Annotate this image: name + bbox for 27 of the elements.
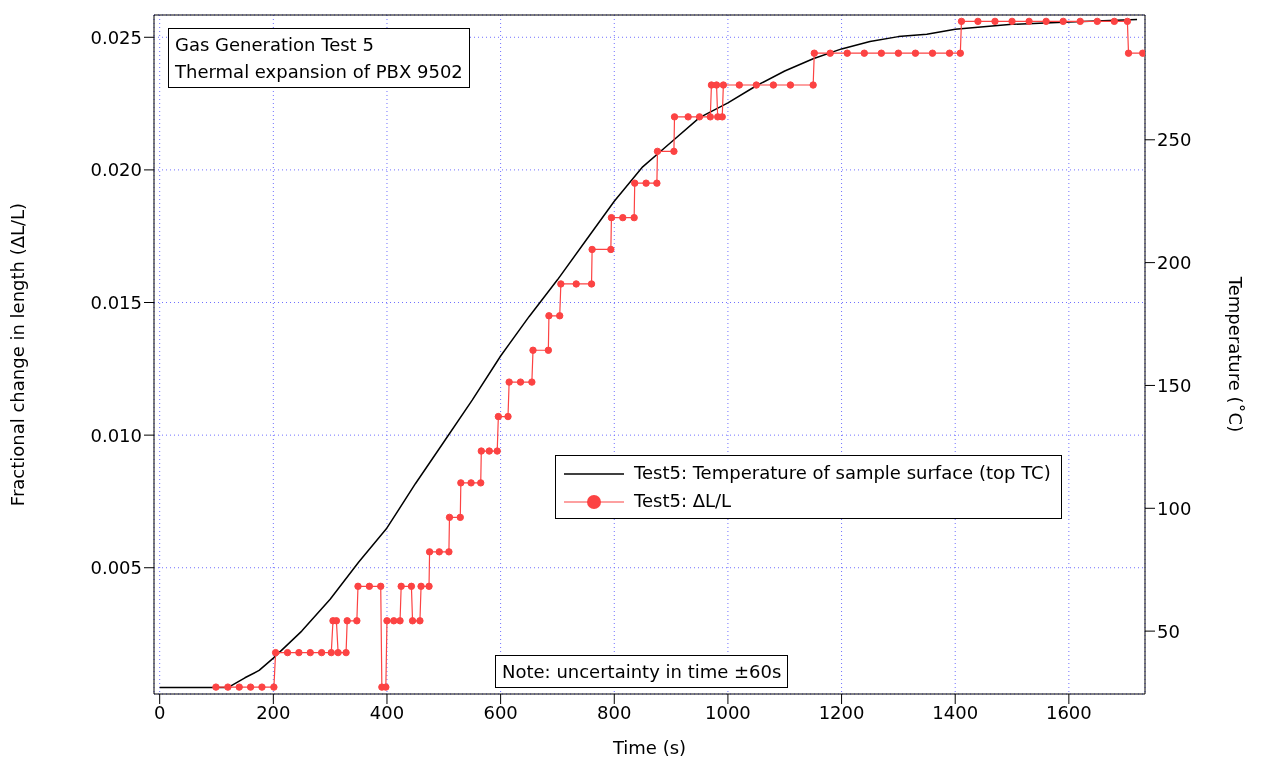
x-tick-label: 1400 (932, 701, 979, 723)
x-tick-label: 600 (483, 701, 518, 723)
y2-tick-label: 250 (1157, 129, 1192, 151)
x-tick-label: 1200 (818, 701, 865, 723)
text: Gas Generation Test 5 (175, 33, 375, 57)
y-tick-label: 0.005 (90, 557, 142, 579)
y2-tick-label: 150 (1157, 374, 1192, 396)
legend-label: Test5: Temperature of sample surface (top TC) (634, 462, 1051, 483)
y-tick-label: 0.015 (90, 291, 142, 313)
text: Thermal expansion of PBX 9502 (175, 60, 463, 84)
annotation: Note: uncertainty in time ±60s (495, 655, 789, 688)
x-tick-label: 400 (369, 701, 405, 723)
x-tick-label: 1600 (1045, 701, 1092, 723)
x-tick-label: 800 (597, 701, 632, 723)
y-tick-label: 0.020 (90, 159, 142, 181)
y2-tick-label: 200 (1157, 252, 1192, 274)
x-tick-label: 1000 (705, 701, 751, 723)
y2-axis-title: Temperature (˚C) (1224, 275, 1246, 433)
y2-tick-label: 50 (1157, 620, 1180, 642)
x-tick-label: 0 (153, 701, 166, 723)
y-axis-title: Fractional change in length (ΔL/L) (7, 202, 29, 507)
x-axis-title: Time (s) (611, 737, 687, 758)
y2-tick-label: 100 (1157, 497, 1192, 519)
y-tick-label: 0.025 (90, 26, 142, 48)
legend-label: Test5: ΔL/L (634, 490, 732, 511)
x-tick-label: 200 (256, 701, 291, 723)
y-tick-label: 0.010 (90, 424, 142, 446)
